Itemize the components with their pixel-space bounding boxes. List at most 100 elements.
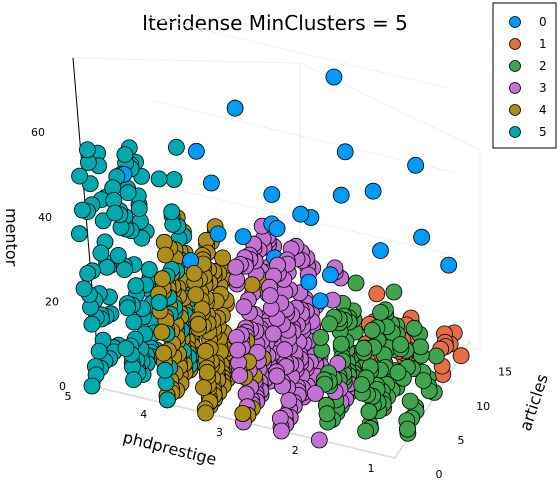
point-cluster-1 [452, 347, 470, 365]
point-cluster-2 [357, 422, 375, 440]
point-cluster-5 [106, 204, 124, 222]
point-cluster-0 [321, 266, 339, 284]
point-cluster-3 [268, 367, 286, 385]
point-cluster-4 [198, 363, 216, 381]
legend-label-1: 1 [539, 37, 547, 51]
point-cluster-5 [165, 171, 183, 188]
point-cluster-5 [90, 342, 108, 360]
legend-label-0: 0 [539, 15, 547, 29]
point-cluster-5 [94, 212, 112, 230]
z-tick-label: 40 [38, 211, 52, 224]
point-cluster-0 [202, 174, 220, 192]
point-cluster-5 [71, 167, 88, 185]
point-cluster-4 [153, 323, 171, 341]
y-tick-label: 5 [458, 434, 465, 447]
point-cluster-2 [312, 329, 330, 346]
legend-marker-4 [509, 104, 521, 116]
point-cluster-2 [385, 283, 403, 301]
point-cluster-0 [336, 143, 354, 161]
z-grid-line [152, 100, 457, 174]
point-cluster-0 [187, 142, 205, 160]
point-cluster-2 [363, 321, 381, 339]
legend-marker-1 [509, 38, 521, 50]
z-tick-label: 60 [31, 126, 45, 139]
point-cluster-5 [119, 184, 137, 202]
point-cluster-2 [414, 372, 432, 390]
z-tick-label: 0 [59, 380, 66, 393]
legend-marker-3 [509, 82, 521, 94]
x-tick-label: 1 [368, 462, 375, 475]
point-cluster-3 [227, 258, 245, 276]
point-cluster-4 [153, 270, 171, 288]
point-cluster-2 [389, 363, 407, 381]
point-cluster-5 [156, 361, 174, 379]
point-cluster-5 [127, 277, 145, 295]
point-cluster-5 [116, 146, 134, 164]
point-cluster-5 [125, 371, 143, 389]
point-cluster-0 [300, 273, 318, 291]
point-cluster-3 [229, 341, 247, 359]
point-cluster-5 [117, 340, 135, 357]
z-axis-title: mentor [2, 208, 21, 267]
point-cluster-0 [234, 228, 252, 246]
point-cluster-4 [243, 276, 261, 294]
point-cluster-5 [83, 377, 101, 395]
point-cluster-5 [98, 258, 116, 276]
point-cluster-2 [405, 319, 423, 337]
point-cluster-0 [372, 242, 389, 260]
point-cluster-4 [155, 344, 173, 362]
point-cluster-5 [163, 203, 181, 221]
point-cluster-5 [167, 138, 185, 156]
point-cluster-5 [130, 200, 148, 218]
legend-label-2: 2 [539, 59, 547, 73]
data-points [71, 68, 470, 449]
point-cluster-0 [440, 256, 458, 274]
point-cluster-0 [407, 156, 425, 174]
point-cluster-2 [321, 315, 338, 333]
point-cluster-4 [189, 315, 207, 333]
point-cluster-3 [272, 422, 290, 440]
point-cluster-5 [125, 313, 143, 331]
point-cluster-3 [276, 341, 294, 359]
point-cluster-5 [119, 299, 136, 317]
point-cluster-5 [79, 264, 97, 282]
point-cluster-0 [332, 186, 350, 204]
point-cluster-5 [75, 280, 93, 298]
legend-label-5: 5 [539, 125, 547, 139]
point-cluster-0 [263, 186, 281, 203]
x-tick-label: 4 [140, 408, 147, 421]
point-cluster-5 [83, 315, 101, 333]
point-cluster-2 [360, 403, 378, 421]
z-tick-label: 20 [45, 295, 59, 308]
point-cluster-2 [332, 335, 350, 353]
point-cluster-4 [187, 286, 205, 304]
legend-marker-0 [509, 16, 521, 28]
point-cluster-4 [185, 264, 203, 282]
point-cluster-0 [413, 228, 431, 246]
point-cluster-0 [325, 68, 343, 86]
point-cluster-3 [280, 391, 298, 409]
point-cluster-0 [209, 225, 227, 243]
point-cluster-5 [71, 225, 88, 243]
point-cluster-5 [109, 246, 127, 264]
point-cluster-4 [197, 342, 214, 360]
point-cluster-2 [399, 420, 416, 438]
point-cluster-5 [79, 141, 96, 159]
point-cluster-5 [74, 201, 91, 219]
point-cluster-4 [195, 379, 212, 397]
legend-box [492, 2, 557, 149]
z-grid-line [145, 15, 450, 89]
chart-title: Iteridense MinClusters = 5 [142, 11, 408, 35]
legend-label-3: 3 [539, 81, 547, 95]
point-cluster-0 [311, 292, 329, 310]
legend-marker-2 [509, 60, 521, 72]
x-tick-label: 5 [65, 390, 72, 403]
y-tick-label: 10 [476, 400, 490, 413]
point-cluster-4 [156, 246, 174, 264]
point-cluster-4 [234, 405, 252, 422]
legend: 0 1 2 3 4 5 [492, 2, 557, 149]
point-cluster-5 [150, 170, 168, 188]
x-tick-label: 3 [216, 426, 223, 439]
x-axis-title: phdprestige [121, 427, 218, 469]
